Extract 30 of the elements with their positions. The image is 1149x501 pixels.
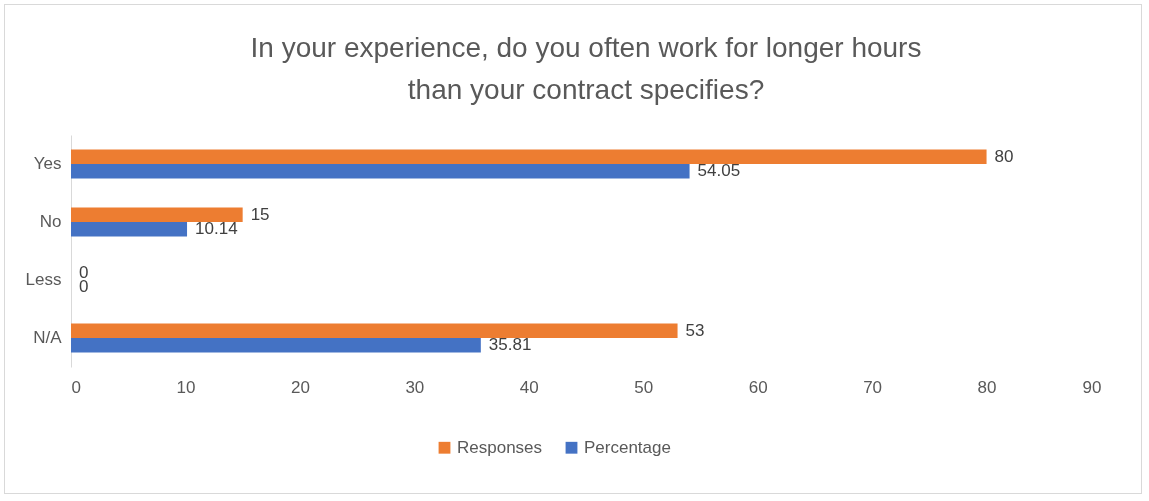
bar [71, 164, 690, 179]
data-label: 35.81 [488, 335, 532, 355]
data-label: 54.05 [697, 161, 741, 181]
x-tick-label: 70 [863, 377, 883, 397]
data-label: 10.14 [195, 219, 238, 239]
bar [71, 149, 987, 164]
bar [71, 222, 188, 237]
bar [71, 207, 243, 222]
x-tick-label: 90 [1082, 377, 1102, 397]
x-tick-label: 30 [405, 377, 425, 397]
y-tick-label: Less [25, 270, 62, 289]
bar [71, 323, 678, 338]
data-label: 53 [685, 320, 705, 340]
data-label: 0 [79, 277, 89, 297]
x-tick-label: 50 [634, 377, 654, 397]
y-tick-label: N/A [33, 328, 63, 347]
x-tick-label: 10 [176, 377, 196, 397]
x-tick-label: 0 [71, 377, 81, 397]
chart-title: In your experience, do you often work for longer hours than your contract specifies? [250, 32, 922, 105]
legend-label: Responses [457, 437, 543, 457]
data-label: 80 [994, 146, 1014, 166]
data-label: 15 [250, 204, 270, 224]
legend-label: Percentage [584, 437, 671, 457]
bar [71, 338, 481, 353]
y-tick-label: No [39, 212, 62, 231]
x-tick-label: 80 [977, 377, 997, 397]
x-tick-label: 20 [290, 377, 310, 397]
y-tick-label: Yes [33, 154, 62, 173]
x-tick-label: 40 [519, 377, 539, 397]
x-tick-label: 60 [748, 377, 768, 397]
